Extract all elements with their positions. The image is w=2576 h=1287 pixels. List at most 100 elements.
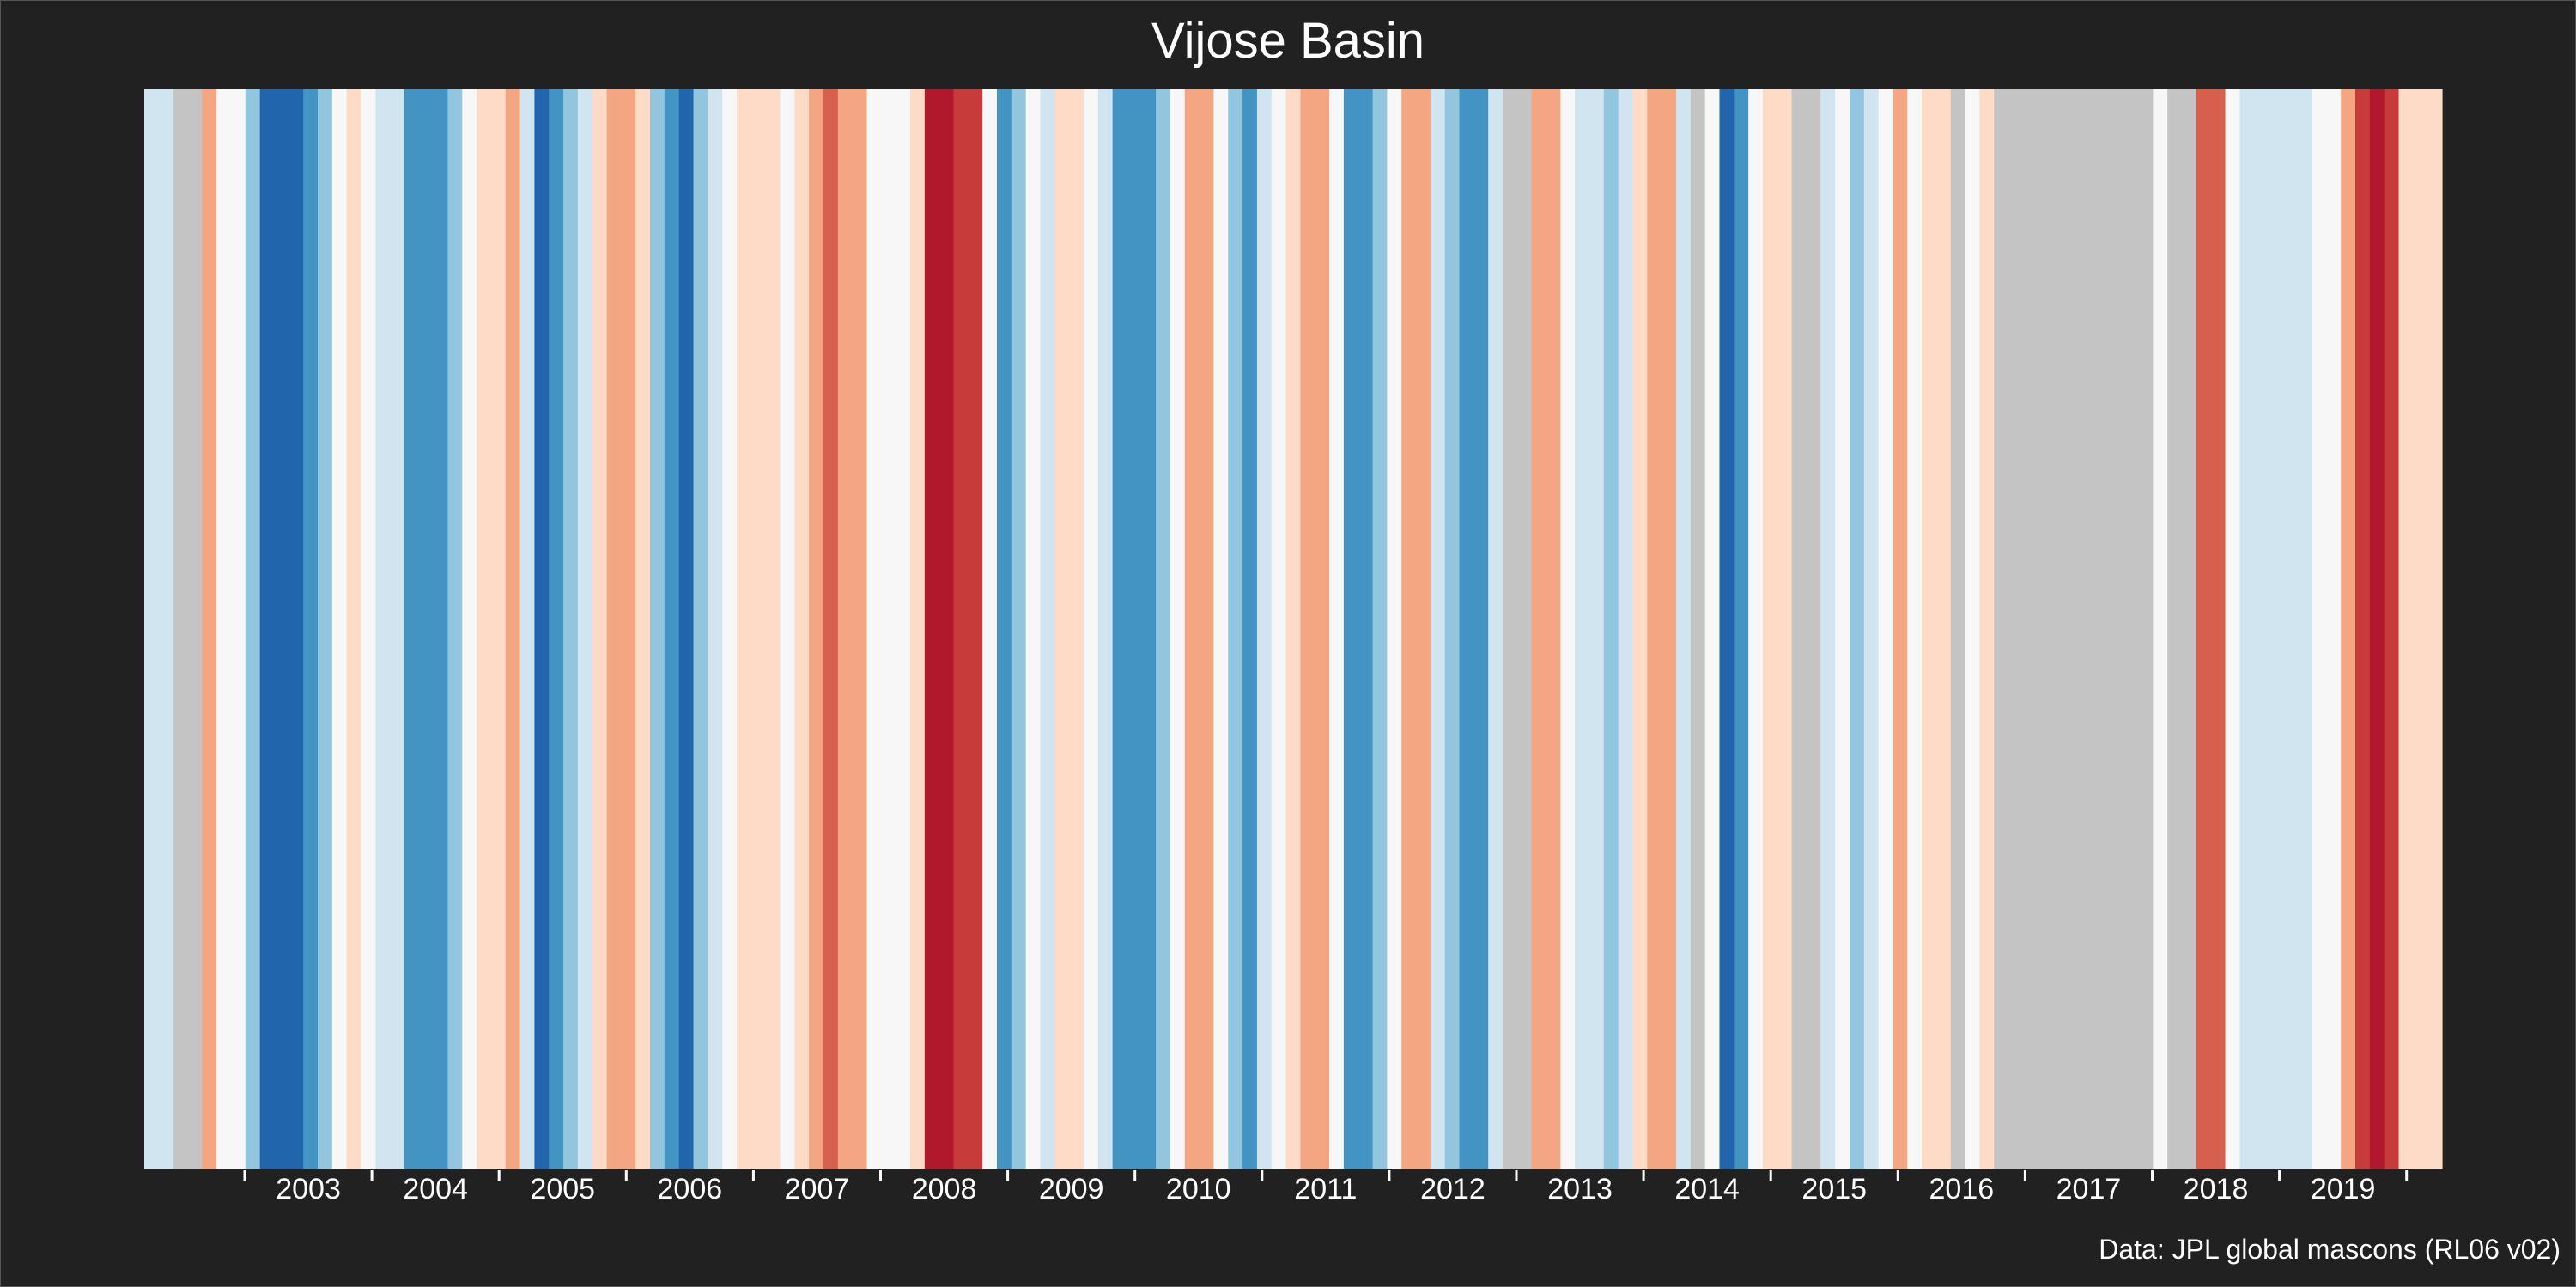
x-tick-label-2015: 2015 [1801, 1173, 1867, 1205]
stripe-95 [1516, 89, 1533, 1169]
stripe-150 [2312, 89, 2327, 1169]
stripe-29 [563, 89, 579, 1169]
stripe-134 [2081, 89, 2096, 1169]
stripe-24 [490, 89, 507, 1169]
stripe-128 [1994, 89, 2009, 1169]
x-tick-label-2013: 2013 [1547, 1173, 1613, 1205]
stripe-13 [331, 89, 348, 1169]
stripe-52 [896, 89, 911, 1169]
stripe-122 [1907, 89, 1923, 1169]
stripe-131 [2037, 89, 2053, 1169]
stripe-12 [317, 89, 333, 1169]
stripe-103 [1632, 89, 1648, 1169]
x-tick-label-2011: 2011 [1294, 1173, 1357, 1205]
stripe-124 [1935, 89, 1952, 1169]
stripe-53 [910, 89, 926, 1169]
stripe-102 [1618, 89, 1634, 1169]
stripe-49 [852, 89, 868, 1169]
x-tick-label-2006: 2006 [658, 1173, 723, 1205]
stripe-5 [216, 89, 232, 1169]
stripe-99 [1575, 89, 1590, 1169]
stripe-31 [592, 89, 608, 1169]
x-tick-label-2007: 2007 [785, 1173, 850, 1205]
stripe-2 [173, 89, 189, 1169]
stripe-136 [2109, 89, 2125, 1169]
stripe-47 [823, 89, 839, 1169]
x-tick-label-2016: 2016 [1929, 1173, 1995, 1205]
x-tick-label-2009: 2009 [1039, 1173, 1104, 1205]
stripe-34 [635, 89, 651, 1169]
stripe-50 [866, 89, 882, 1169]
stripe-140 [2167, 89, 2183, 1169]
stripe-51 [881, 89, 896, 1169]
x-tick-label-2004: 2004 [403, 1173, 468, 1205]
stripe-19 [418, 89, 434, 1169]
stripe-35 [650, 89, 665, 1169]
stripe-130 [2022, 89, 2038, 1169]
stripe-0 [144, 89, 160, 1169]
stripe-8 [259, 89, 276, 1169]
stripe-158 [2427, 89, 2443, 1169]
stripe-120 [1878, 89, 1894, 1169]
stripe-111 [1748, 89, 1764, 1169]
stripe-22 [462, 89, 477, 1169]
stripe-114 [1791, 89, 1807, 1169]
stripe-39 [708, 89, 723, 1169]
stripe-27 [534, 89, 550, 1169]
stripe-30 [577, 89, 593, 1169]
stripe-156 [2398, 89, 2414, 1169]
stripe-132 [2051, 89, 2068, 1169]
stripe-118 [1849, 89, 1865, 1169]
stripe-126 [1965, 89, 1981, 1169]
stripe-148 [2282, 89, 2299, 1169]
stripe-10 [289, 89, 304, 1169]
x-tick-label-2010: 2010 [1166, 1173, 1231, 1205]
stripe-113 [1777, 89, 1793, 1169]
stripe-157 [2413, 89, 2428, 1169]
stripe-6 [230, 89, 246, 1169]
stripe-54 [924, 89, 940, 1169]
stripe-44 [780, 89, 795, 1169]
stripe-100 [1589, 89, 1605, 1169]
stripe-7 [245, 89, 261, 1169]
stripe-101 [1603, 89, 1619, 1169]
stripe-28 [549, 89, 564, 1169]
stripe-127 [1979, 89, 1995, 1169]
stripe-23 [477, 89, 492, 1169]
chart-title: Vijose Basin [1151, 13, 1425, 69]
stripe-32 [606, 89, 622, 1169]
stripe-74 [1213, 89, 1229, 1169]
stripe-119 [1863, 89, 1880, 1169]
stripe-139 [2153, 89, 2168, 1169]
stripe-104 [1647, 89, 1662, 1169]
stripe-110 [1734, 89, 1749, 1169]
stripe-121 [1893, 89, 1908, 1169]
stripe-4 [202, 89, 217, 1169]
stripe-143 [2210, 89, 2227, 1169]
stripe-97 [1546, 89, 1561, 1169]
stripe-123 [1922, 89, 1937, 1169]
stripe-115 [1806, 89, 1821, 1169]
x-tick-label-2014: 2014 [1674, 1173, 1740, 1205]
stripe-78 [1271, 89, 1287, 1169]
stripe-144 [2225, 89, 2240, 1169]
x-tick-label-2003: 2003 [276, 1173, 341, 1205]
stripe-81 [1315, 89, 1330, 1169]
stripe-56 [953, 89, 969, 1169]
stripe-98 [1560, 89, 1576, 1169]
x-tick-label-2019: 2019 [2311, 1173, 2376, 1205]
stripe-154 [2369, 89, 2385, 1169]
stripe-1 [158, 89, 174, 1169]
stripe-58 [982, 89, 998, 1169]
stripe-71 [1170, 89, 1186, 1169]
stripe-46 [809, 89, 824, 1169]
stripe-86 [1387, 89, 1402, 1169]
stripe-79 [1285, 89, 1302, 1169]
stripe-105 [1662, 89, 1677, 1169]
stripe-60 [1011, 89, 1027, 1169]
stripe-65 [1083, 89, 1099, 1169]
stripe-87 [1401, 89, 1417, 1169]
stripe-55 [939, 89, 955, 1169]
